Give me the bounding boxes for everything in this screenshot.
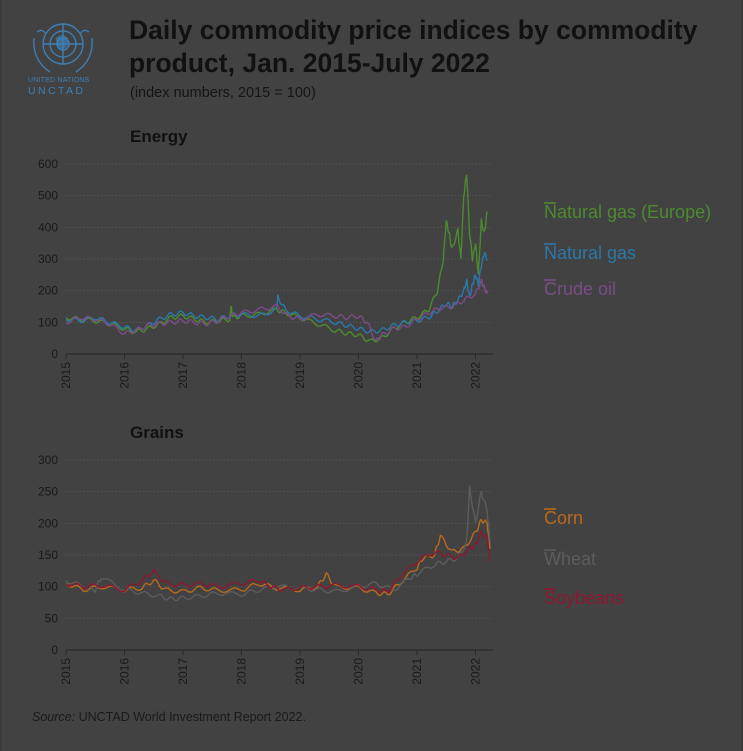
- source-note: Source: UNCTAD World Investment Report 2…: [32, 710, 306, 724]
- grains-y-tick-label: 50: [45, 611, 59, 625]
- title-line1: Daily commodity price indices by commodi…: [129, 15, 698, 45]
- grains-y-tick-label: 250: [38, 485, 58, 499]
- grains-y-tick-label: 150: [38, 548, 58, 562]
- logo-line2: UNCTAD: [28, 85, 86, 97]
- energy-y-tick-label: 300: [38, 252, 58, 266]
- energy-y-tick-label: 0: [51, 347, 58, 361]
- energy-x-tick-label: 2022: [468, 362, 482, 389]
- grains-y-tick-label: 200: [38, 516, 58, 530]
- grains-series-line-2: [65, 530, 491, 594]
- grains-x-tick-label: 2015: [59, 658, 73, 685]
- grains-y-tick-label: 300: [38, 453, 58, 467]
- energy-x-tick-label: 2017: [176, 362, 190, 389]
- grains-x-tick-label: 2021: [410, 658, 424, 685]
- grains-x-tick-label: 2018: [234, 658, 248, 685]
- grains-legend-label: Corn: [544, 508, 583, 528]
- energy-y-tick-label: 500: [38, 189, 58, 203]
- grains-legend-label: Soybeans: [544, 588, 624, 608]
- grains-x-tick-label: 2016: [117, 658, 131, 685]
- grains-series-line-0: [65, 519, 491, 597]
- energy-legend-label: Natural gas (Europe): [544, 202, 711, 222]
- grains-y-tick-label: 0: [51, 643, 58, 657]
- title-line2: product, Jan. 2015-July 2022: [129, 48, 490, 78]
- energy-y-tick-label: 100: [38, 315, 58, 329]
- un-emblem-icon: [33, 23, 93, 73]
- energy-x-tick-label: 2019: [293, 362, 307, 389]
- energy-y-tick-label: 200: [38, 284, 58, 298]
- energy-legend-label: Natural gas: [544, 243, 636, 263]
- energy-y-tick-label: 400: [38, 220, 58, 234]
- energy-series-line-0: [65, 174, 488, 343]
- energy-series-line-1: [65, 251, 488, 334]
- grains-x-tick-label: 2017: [176, 658, 190, 685]
- energy-series-line-2: [65, 278, 488, 341]
- grains-y-tick-label: 100: [38, 580, 58, 594]
- grains-panel-title: Grains: [130, 423, 184, 442]
- energy-x-tick-label: 2016: [117, 362, 131, 389]
- page-title: Daily commodity price indices by commodi…: [129, 14, 739, 80]
- energy-y-tick-label: 600: [38, 157, 58, 171]
- grains-x-tick-label: 2019: [293, 658, 307, 685]
- energy-x-tick-label: 2018: [234, 362, 248, 389]
- energy-x-tick-label: 2021: [410, 362, 424, 389]
- grains-x-tick-label: 2020: [351, 658, 365, 685]
- energy-x-tick-label: 2015: [59, 362, 73, 389]
- grains-legend-label: Wheat: [544, 549, 596, 569]
- energy-panel-title: Energy: [130, 127, 188, 146]
- source-label: Source:: [32, 710, 76, 724]
- logo-line1: UNITED NATIONS: [28, 77, 90, 84]
- grains-x-tick-label: 2022: [468, 658, 482, 685]
- energy-x-tick-label: 2020: [351, 362, 365, 389]
- grains-series-line-1: [65, 485, 491, 602]
- source-text: UNCTAD World Investment Report 2022.: [75, 710, 306, 724]
- page-subtitle: (index numbers, 2015 = 100): [130, 85, 316, 101]
- energy-legend-label: Crude oil: [544, 279, 616, 299]
